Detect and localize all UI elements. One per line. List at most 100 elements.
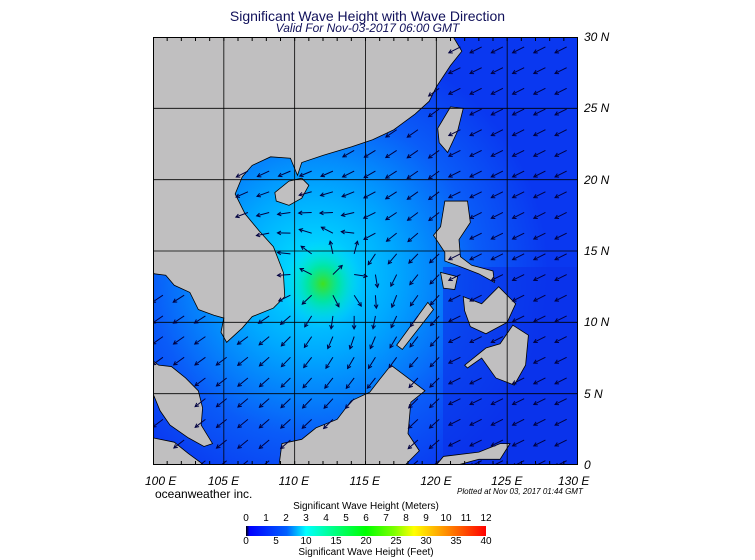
arrow-shaft xyxy=(469,336,482,343)
wave-arrow xyxy=(298,170,312,178)
arrow-shaft xyxy=(491,67,504,74)
wave-arrow xyxy=(429,294,440,306)
wave-arrow xyxy=(341,170,355,178)
wave-arrow xyxy=(406,170,419,180)
arrow-head xyxy=(194,402,200,408)
arrow-head xyxy=(173,444,178,449)
arrow-shaft xyxy=(303,356,313,368)
wave-arrow xyxy=(532,108,546,116)
wave-arrow xyxy=(511,315,525,323)
wave-arrow xyxy=(258,418,270,429)
arrow-head xyxy=(532,380,538,385)
arrow-head xyxy=(367,364,373,370)
arrow-shaft xyxy=(430,294,440,306)
arrow-head xyxy=(429,300,435,306)
lat-label: 5 N xyxy=(584,386,603,401)
wave-arrow xyxy=(340,229,355,235)
wave-arrow xyxy=(194,418,206,428)
arrow-head xyxy=(340,212,346,217)
wave-arrow xyxy=(258,377,270,388)
wave-arrow xyxy=(280,356,291,368)
arrow-head xyxy=(469,421,475,426)
arrow-head xyxy=(447,194,453,199)
wave-arrow xyxy=(447,253,461,261)
brand-label: oceanweather inc. xyxy=(155,487,253,501)
wave-arrow xyxy=(322,418,334,430)
arrow-head xyxy=(235,173,241,178)
wave-arrow xyxy=(554,212,567,219)
arrow-shaft xyxy=(491,418,504,426)
arrow-shaft xyxy=(320,191,334,197)
arrow-shaft xyxy=(514,460,525,465)
wave-arrow xyxy=(490,87,504,95)
arrow-head xyxy=(172,298,178,303)
arrow-head xyxy=(554,214,560,219)
wave-arrow xyxy=(362,212,376,219)
arrow-head xyxy=(258,340,264,346)
colorbar-tick: 11 xyxy=(460,513,472,524)
arrow-shaft xyxy=(194,315,206,324)
arrow-shaft xyxy=(512,315,525,323)
arrow-shaft xyxy=(281,356,291,368)
arrow-head xyxy=(554,297,560,302)
arrow-shaft xyxy=(409,274,419,286)
arrow-head xyxy=(532,276,538,281)
wave-arrow xyxy=(447,87,461,95)
arrow-shaft xyxy=(407,191,419,200)
wave-arrow xyxy=(469,191,482,199)
arrow-head xyxy=(554,69,560,75)
arrow-shaft xyxy=(216,439,227,449)
wave-arrow xyxy=(351,315,357,330)
arrow-shaft xyxy=(429,439,440,449)
wave-arrow xyxy=(447,336,461,344)
arrow-shaft xyxy=(280,439,291,449)
arrow-shaft xyxy=(388,356,398,369)
arrow-shaft xyxy=(194,377,206,387)
wave-arrow xyxy=(447,274,461,281)
arrow-shaft xyxy=(428,87,440,97)
wave-arrow xyxy=(406,150,419,159)
arrow-head xyxy=(490,235,496,240)
arrow-head xyxy=(427,154,433,159)
arrow-head xyxy=(554,152,560,157)
wave-arrow xyxy=(353,294,362,307)
wave-arrow xyxy=(363,191,376,199)
lat-label: 15 N xyxy=(584,244,610,258)
wave-arrow xyxy=(235,170,249,178)
wave-arrow xyxy=(326,336,334,350)
arrow-shaft xyxy=(374,274,379,288)
wave-arrow xyxy=(532,315,546,323)
arrow-shaft xyxy=(407,232,419,242)
wave-arrow xyxy=(301,398,313,409)
wave-arrow xyxy=(258,356,270,367)
arrow-shaft xyxy=(493,460,504,465)
wave-arrow xyxy=(511,67,525,75)
arrow-shaft xyxy=(554,315,567,323)
wave-arrow xyxy=(258,398,270,408)
colorbar-tick: 2 xyxy=(283,513,289,524)
arrow-shaft xyxy=(469,439,482,447)
wave-arrow xyxy=(384,212,397,221)
arrow-shaft xyxy=(194,398,206,407)
wave-arrow xyxy=(194,377,206,387)
wave-arrow xyxy=(301,418,313,430)
arrow-shaft xyxy=(329,241,334,254)
arrow-head xyxy=(390,303,396,309)
wave-arrow xyxy=(447,377,461,385)
wave-arrow xyxy=(532,232,546,240)
wave-arrow xyxy=(511,170,525,178)
wave-arrow xyxy=(447,418,461,426)
arrow-head xyxy=(215,361,221,366)
arrow-shaft xyxy=(491,129,504,136)
wave-arrow xyxy=(301,294,313,305)
wave-arrow xyxy=(255,211,270,218)
wave-arrow xyxy=(447,356,461,364)
arrow-head xyxy=(447,256,453,261)
arrow-head xyxy=(532,400,538,406)
arrow-shaft xyxy=(533,356,546,364)
wave-arrow xyxy=(428,398,440,409)
arrow-shaft xyxy=(512,67,525,74)
wave-arrow xyxy=(300,245,312,255)
wave-arrow xyxy=(173,439,185,449)
arrow-shaft xyxy=(533,129,546,136)
